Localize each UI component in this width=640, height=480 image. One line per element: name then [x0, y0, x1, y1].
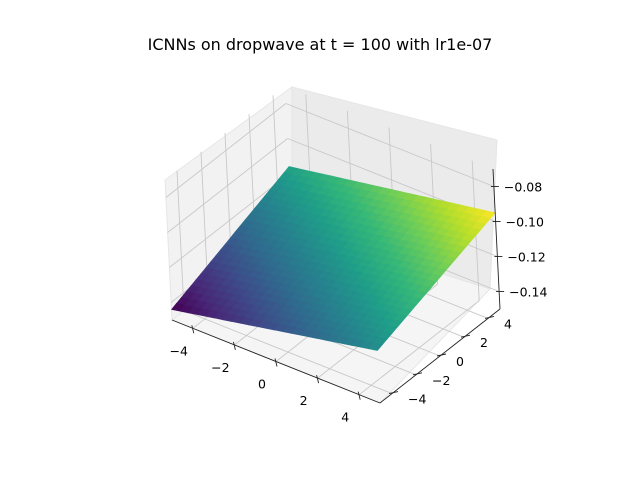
z-tick-label: −0.14: [509, 285, 547, 300]
surface-patch: [368, 342, 383, 351]
y-tick-mark: [460, 334, 471, 338]
left-grid-line: [165, 103, 287, 198]
x-tick-mark: [316, 374, 320, 384]
y-tick-mark: [436, 353, 447, 357]
chart-title: ICNNs on dropwave at t = 100 with lr1e-0…: [148, 35, 493, 54]
floor-grid-line: [183, 310, 393, 395]
y-tick-label: −2: [432, 373, 450, 388]
x-tick-mark: [232, 341, 236, 351]
y-axis-line: [379, 308, 501, 404]
z-axis-line: [492, 168, 501, 310]
left-grid-line: [176, 170, 185, 311]
y-tick-label: 0: [456, 354, 464, 369]
z-tick-label: −0.10: [506, 215, 544, 230]
x-tick-mark: [357, 391, 361, 400]
y-tick-label: 4: [504, 316, 512, 331]
z-tick-label: −0.12: [507, 250, 545, 265]
surface-mesh: [170, 166, 496, 351]
x-tick-mark: [274, 358, 278, 367]
back-grid-line: [285, 103, 495, 187]
z-tick-labels: −0.14 −0.12 −0.10 −0.08: [504, 180, 548, 300]
left-grid-line: [169, 173, 290, 268]
y-tick-mark: [388, 391, 399, 395]
x-tick-label: 4: [341, 410, 349, 425]
y-tick-mark: [412, 372, 423, 376]
x-tick-label: 2: [300, 393, 308, 408]
x-tick-label: −4: [170, 343, 188, 358]
x-tick-label: 0: [258, 377, 266, 392]
y-tick-mark: [484, 315, 495, 319]
y-tick-label: −4: [408, 392, 426, 407]
x-tick-label: −2: [211, 360, 229, 375]
y-tick-labels: −4 −2 0 2 4: [408, 316, 512, 406]
z-tick-label: −0.08: [504, 180, 542, 195]
x-tick-mark: [191, 325, 195, 334]
left-grid-line: [167, 138, 288, 233]
x-tick-labels: −4 −2 0 2 4: [170, 343, 350, 424]
tick-marks: [191, 186, 505, 400]
y-tick-label: 2: [480, 335, 488, 350]
